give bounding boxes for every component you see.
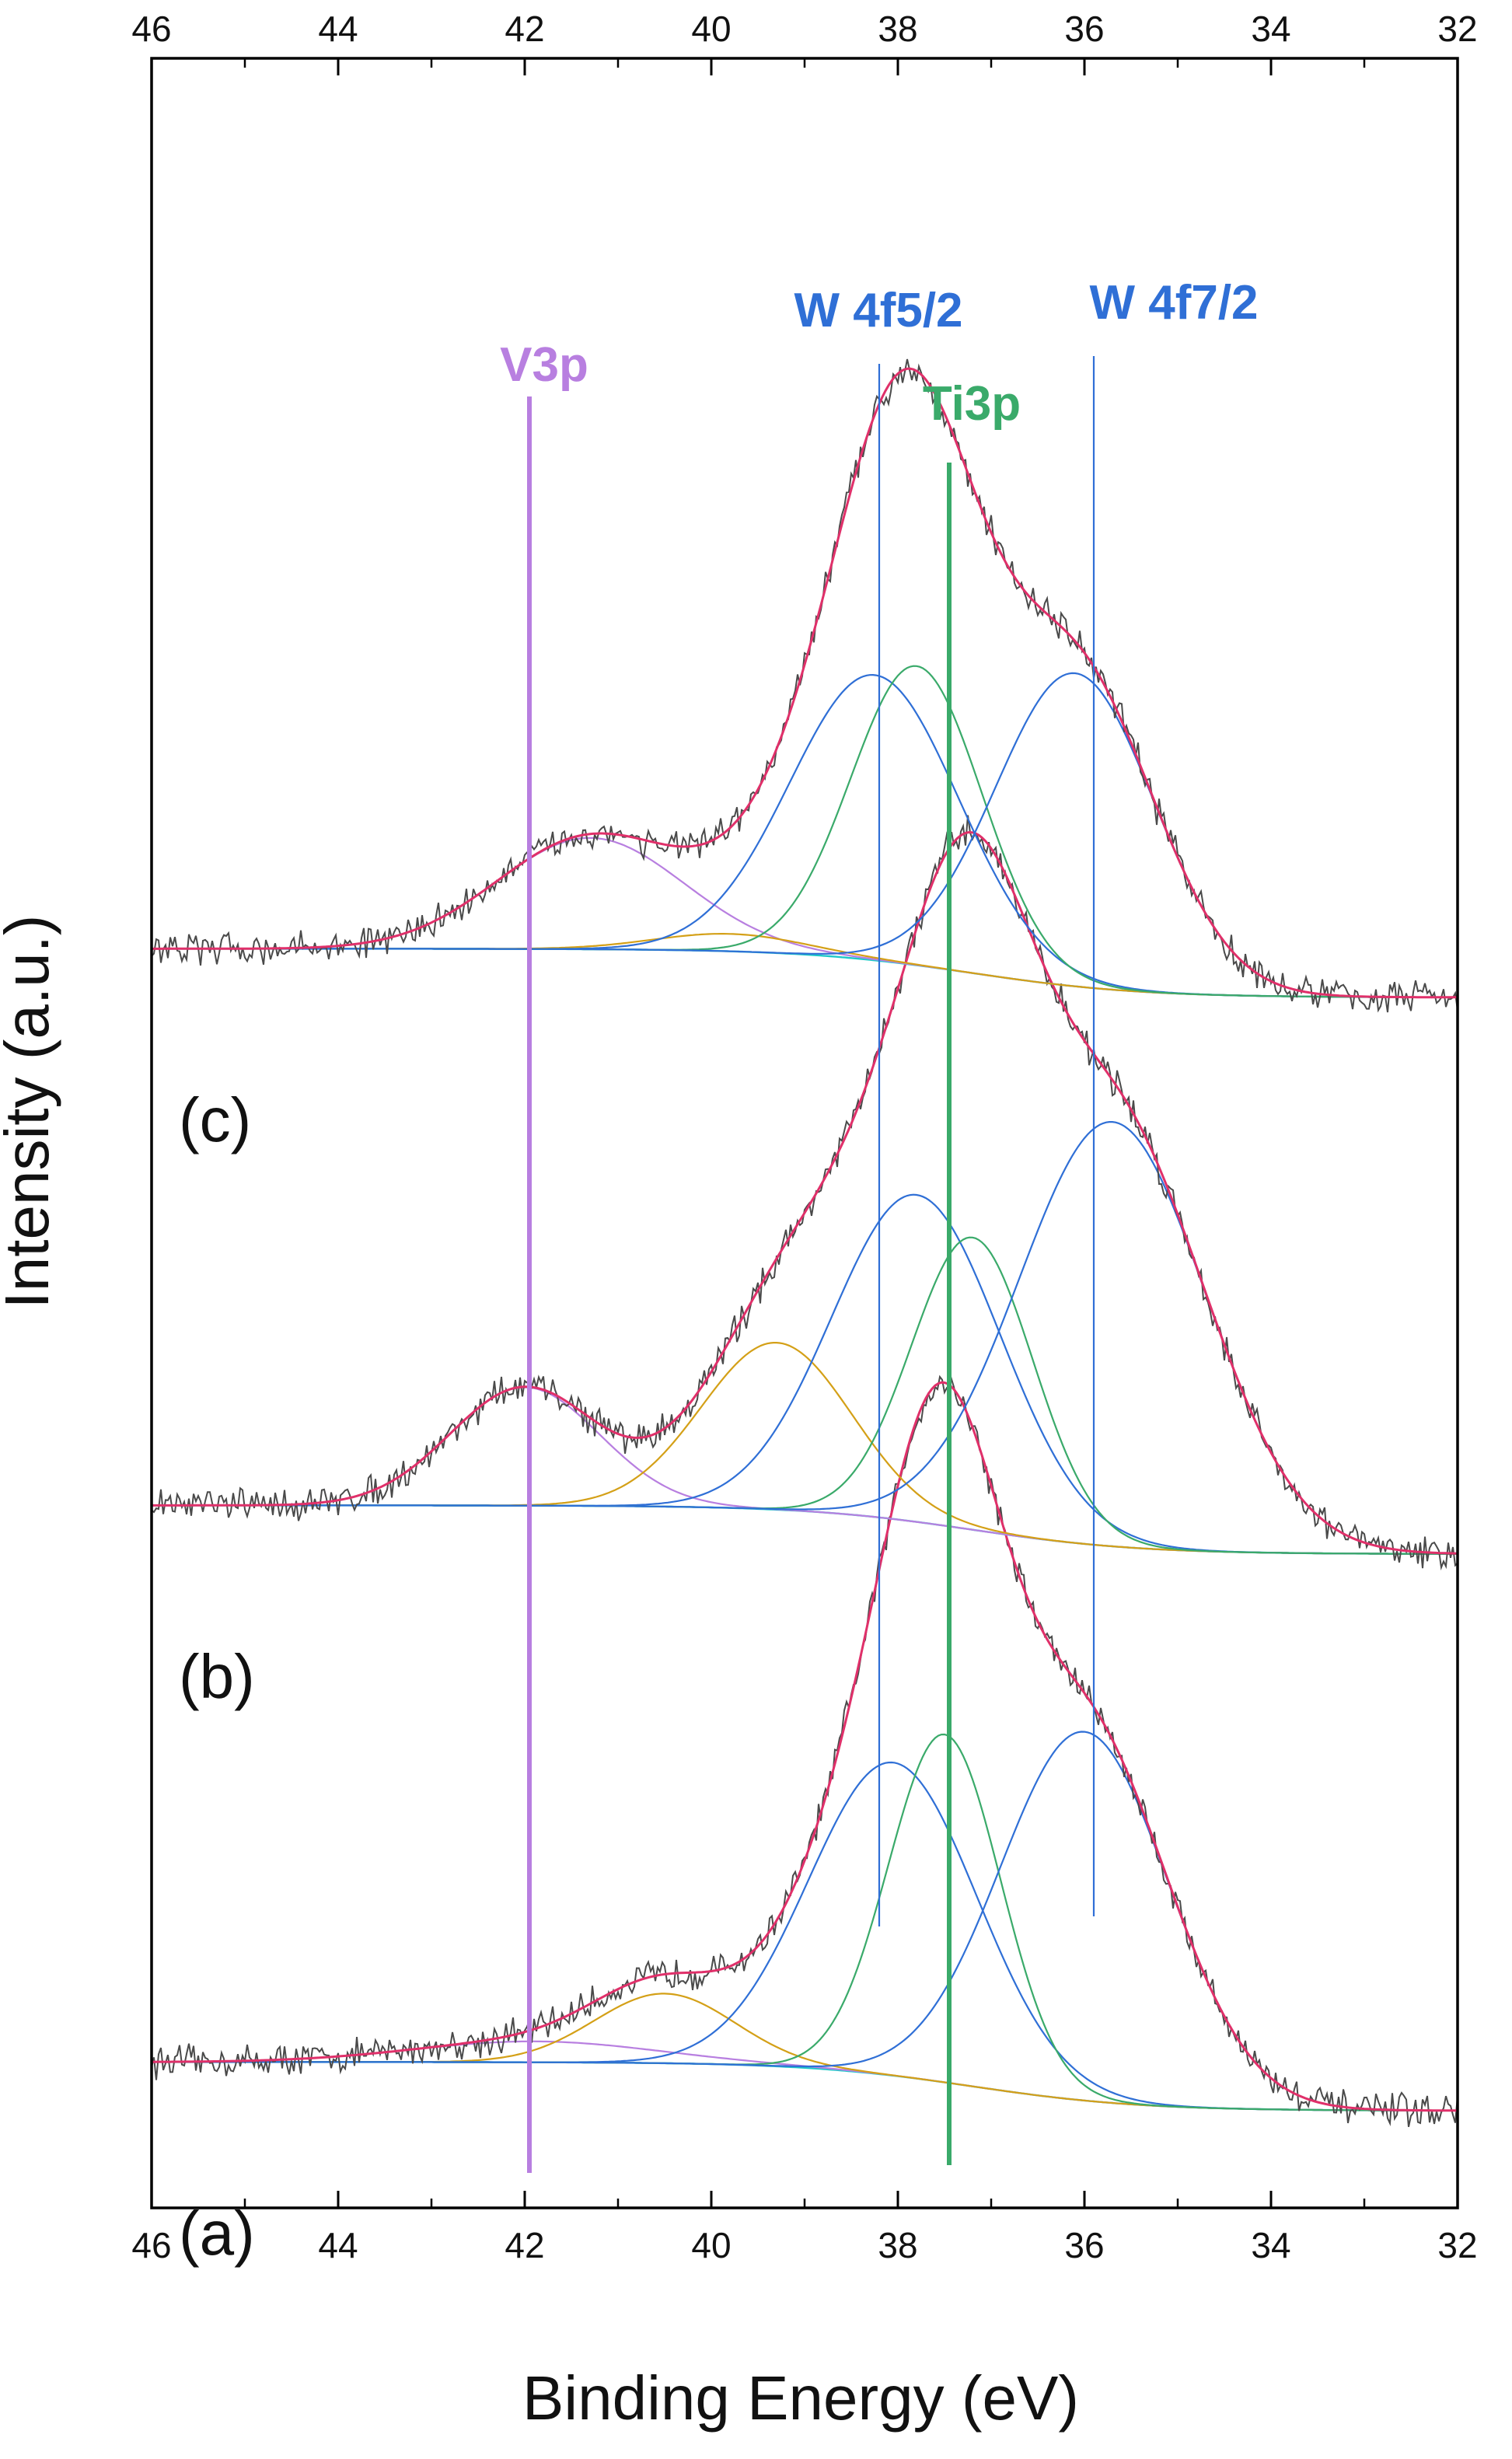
spectrum-c-fit-envelope bbox=[152, 367, 1458, 999]
spectrum-c-peak-ti3p bbox=[152, 665, 1458, 998]
spectrum-b-fit-envelope bbox=[152, 830, 1458, 1555]
spectrum-c-label: (c) bbox=[179, 1085, 251, 1154]
ref-label-w-4f5-2: W 4f5/2 bbox=[794, 284, 962, 337]
x-tick-label-bottom: 32 bbox=[1437, 2225, 1477, 2265]
plot-group: (a) (b) (c) V3p W 4f5/2 Ti3p W 4f7/2 bbox=[151, 276, 1458, 2268]
spectrum-c-peak-v3p bbox=[152, 837, 1458, 998]
x-tick-label-bottom: 42 bbox=[505, 2225, 544, 2265]
spectrum-c-raw-data bbox=[151, 358, 1458, 1013]
x-tick-label-bottom: 38 bbox=[878, 2225, 917, 2265]
spectrum-b-peak-v3p bbox=[152, 1386, 1458, 1555]
spectrum-a-fit-envelope bbox=[152, 1381, 1458, 2112]
x-tick-label-top: 44 bbox=[318, 9, 358, 49]
x-tick-label-top: 40 bbox=[691, 9, 731, 49]
spectrum-b-raw-data bbox=[151, 815, 1458, 1571]
x-tick-label-bottom: 36 bbox=[1064, 2225, 1104, 2265]
x-tick-label-top: 42 bbox=[505, 9, 544, 49]
y-axis-title: Intensity (a.u.) bbox=[0, 915, 61, 1309]
x-tick-label-bottom: 34 bbox=[1251, 2225, 1290, 2265]
x-tick-label-top: 36 bbox=[1064, 9, 1104, 49]
ref-label-ti3p: Ti3p bbox=[923, 377, 1021, 431]
spectrum-c-peak-w-4f7-2 bbox=[152, 672, 1458, 998]
spectrum-b-peak-w-4f5-2 bbox=[152, 1193, 1458, 1555]
spectrum-b-peak-satellite bbox=[152, 1342, 1458, 1555]
spectrum-b-peak-ti3p bbox=[152, 1236, 1458, 1555]
labels-group: Binding Energy (eV) Intensity (a.u.) bbox=[0, 915, 1079, 2433]
ref-label-w-4f7-2: W 4f7/2 bbox=[1089, 276, 1258, 330]
spectrum-b-background-line bbox=[152, 1504, 1458, 1555]
axes-group: 46 46 44 44 42 42 40 40 38 38 36 36 34 34 32 32 bbox=[131, 9, 1477, 2265]
plot-frame bbox=[150, 57, 1459, 2209]
x-tick-label-bottom: 46 bbox=[131, 2225, 171, 2265]
x-tick-label-top: 32 bbox=[1437, 9, 1477, 49]
spectrum-a-label: (a) bbox=[179, 2199, 255, 2268]
x-tick-label-bottom: 44 bbox=[318, 2225, 358, 2265]
x-axis-title: Binding Energy (eV) bbox=[522, 2363, 1079, 2433]
ref-label-v3p: V3p bbox=[500, 338, 588, 392]
x-tick-label-top: 34 bbox=[1251, 9, 1290, 49]
spectrum-b-label: (b) bbox=[179, 1642, 255, 1711]
x-tick-label-top: 38 bbox=[878, 9, 917, 49]
x-tick-label-bottom: 40 bbox=[691, 2225, 731, 2265]
x-tick-label-top: 46 bbox=[131, 9, 171, 49]
